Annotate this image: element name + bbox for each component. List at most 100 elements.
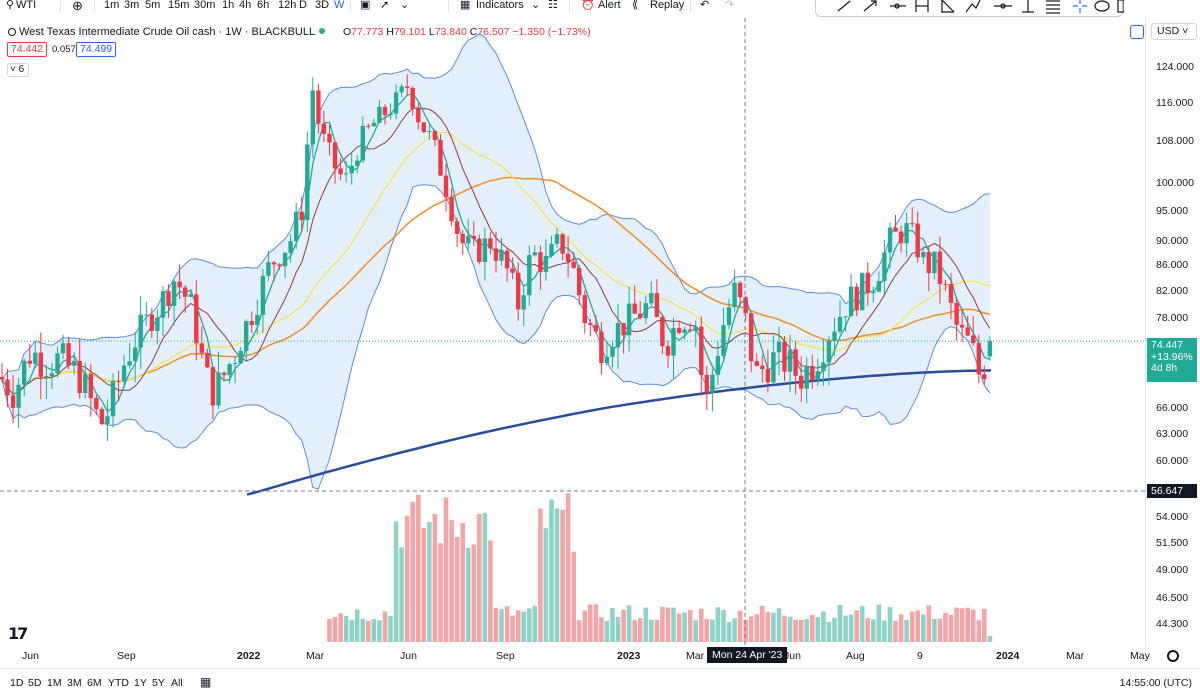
trend-line-icon[interactable]: [837, 0, 851, 12]
clock[interactable]: 14:55:00 (UTC): [1119, 677, 1192, 689]
time-axis[interactable]: Jun Sep 2022 Mar Jun Sep 2023 Mar Jun Aug 9 2024 Mar…: [0, 646, 1150, 666]
replay-button[interactable]: Replay: [650, 0, 685, 11]
candle-body: [676, 328, 682, 333]
low-key: L: [428, 26, 435, 38]
candle-body: [693, 326, 698, 331]
currency-select[interactable]: USD ˅: [1151, 23, 1197, 40]
timeframe-5m[interactable]: 5m: [145, 0, 161, 11]
symbol-title[interactable]: West Texas Intermediate Crude Oil cash ·…: [8, 26, 315, 38]
candle-body: [349, 165, 354, 174]
alert-button[interactable]: Alert: [598, 0, 621, 11]
volume-bar: [787, 616, 793, 642]
gear-icon[interactable]: [1167, 650, 1179, 662]
timeframe-W[interactable]: W: [334, 0, 345, 11]
sell-button[interactable]: 74.442: [7, 42, 48, 57]
replay-icon[interactable]: ⟪: [632, 0, 639, 11]
indicators-toggle[interactable]: ˅ 6: [7, 63, 29, 77]
timeframe-D[interactable]: D: [299, 0, 307, 11]
alert-icon[interactable]: ⏰: [581, 0, 595, 11]
candle-body: [160, 291, 166, 318]
range-all[interactable]: All: [171, 677, 183, 689]
range-6m[interactable]: 6M: [87, 677, 102, 689]
candle-body: [582, 295, 587, 324]
candle-body: [532, 252, 537, 256]
volume-bar: [637, 618, 643, 642]
timeframe-1m[interactable]: 1m: [104, 0, 120, 11]
timeframe-3m[interactable]: 3m: [124, 0, 140, 11]
candle-body: [5, 379, 10, 396]
volume-bar: [959, 608, 965, 642]
timeframe-30m[interactable]: 30m: [194, 0, 216, 11]
range-1m[interactable]: 1M: [47, 677, 62, 689]
chart-settings-icon[interactable]: [1130, 25, 1144, 39]
compare-add-icon[interactable]: ⊕: [72, 0, 83, 13]
chart-type-icon[interactable]: ▣: [360, 0, 371, 11]
line-chart-icon[interactable]: ➚: [380, 0, 390, 11]
price-axis[interactable]: 124.000 116.000 108.000 100.000 95.000 90.000…: [1146, 18, 1200, 638]
volume-bar: [643, 607, 649, 642]
range-ytd[interactable]: YTD: [108, 677, 129, 689]
indicators-icon[interactable]: ▦: [460, 0, 471, 11]
ellipse-icon[interactable]: [1094, 0, 1110, 12]
volume-bar: [771, 612, 776, 642]
volume-bar: [665, 607, 671, 642]
tradingview-logo[interactable]: 17: [8, 624, 28, 643]
timeframe-4h[interactable]: 4h: [239, 0, 252, 11]
time-label: 9: [917, 650, 923, 662]
timeframe-15m[interactable]: 15m: [168, 0, 190, 11]
volume-bar: [610, 607, 615, 642]
candle-body: [837, 316, 843, 332]
undo-icon[interactable]: ↶: [700, 0, 710, 11]
price-range-icon[interactable]: [915, 0, 929, 12]
range-3m[interactable]: 3M: [67, 677, 82, 689]
candle-body: [421, 122, 426, 133]
candle-body: [99, 409, 105, 425]
range-1y[interactable]: 1Y: [134, 677, 147, 689]
candle-body: [771, 352, 776, 383]
candle-body: [499, 250, 504, 261]
buy-button[interactable]: 74.499: [76, 42, 117, 57]
horizontal-ray-icon[interactable]: [890, 3, 906, 9]
volume-bar: [760, 605, 765, 642]
timeframe-1h[interactable]: 1h: [222, 0, 235, 11]
indicators-button[interactable]: Indicators: [476, 0, 524, 11]
rectangle-icon[interactable]: [1117, 0, 1124, 13]
chevron-down-icon[interactable]: ⌄: [400, 0, 410, 11]
arrow-icon[interactable]: [863, 0, 877, 12]
timeframe-12h[interactable]: 12h: [278, 0, 297, 11]
templates-icon[interactable]: ☷: [548, 0, 558, 11]
redo-icon[interactable]: ↷: [725, 0, 735, 11]
fib-icon[interactable]: [1046, 0, 1060, 14]
volume-bar: [871, 619, 876, 642]
crosshair-icon[interactable]: [1073, 0, 1087, 13]
volume-bar: [366, 620, 371, 642]
timeframe-6h[interactable]: 6h: [257, 0, 270, 11]
candle-body: [699, 326, 704, 375]
candle-body: [682, 329, 687, 333]
symbol-search[interactable]: WTI: [16, 0, 37, 11]
candle-body: [516, 272, 521, 310]
path-icon[interactable]: [965, 0, 981, 13]
bollinger-lower-line: [1, 184, 991, 490]
timeframe-3D[interactable]: 3D: [315, 0, 330, 11]
range-1d[interactable]: 1D: [10, 677, 24, 689]
horizontal-line-icon[interactable]: [994, 3, 1012, 9]
divider: [94, 0, 95, 12]
volume-bar: [826, 621, 832, 642]
search-icon[interactable]: ⚲: [6, 0, 15, 11]
range-5d[interactable]: 5D: [28, 677, 42, 689]
volume-bar: [327, 619, 332, 642]
angle-icon[interactable]: [941, 0, 955, 13]
volume-bar: [948, 614, 954, 642]
volume-bar: [543, 528, 549, 642]
volume-bar: [748, 616, 754, 642]
candle-body: [804, 365, 809, 389]
time-label: Jun: [22, 650, 39, 662]
ohlc-values: O77.773 H79.101 L73.840 C76.507 −1.350 (…: [343, 26, 591, 38]
vertical-line-icon[interactable]: [1022, 0, 1034, 13]
range-5y[interactable]: 5Y: [152, 677, 165, 689]
price-chart[interactable]: [0, 18, 1146, 646]
candle-body: [760, 365, 765, 369]
chevron-down-icon[interactable]: ⌄: [531, 0, 541, 11]
calendar-icon[interactable]: ▦: [200, 675, 212, 689]
